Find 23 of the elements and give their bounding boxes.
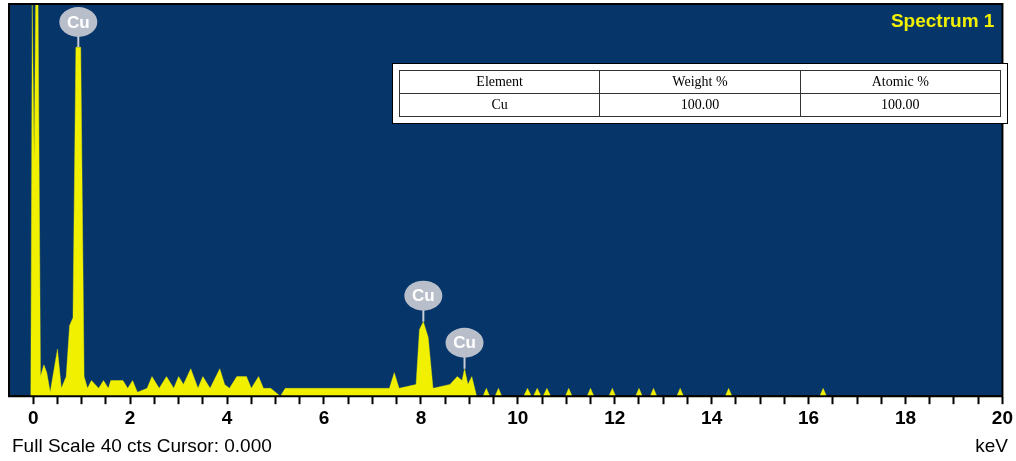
chart-title: Spectrum 1: [890, 9, 995, 31]
annotation: Weight %: [599, 70, 801, 94]
x-tick-label: 14: [701, 406, 723, 428]
x-tick-label: 2: [124, 406, 136, 428]
text: Full Scale 40 cts Cursor: 0.000: [12, 435, 272, 457]
x-tick-label: 18: [894, 406, 917, 428]
x-axis-title: keV: [975, 435, 1008, 457]
x-tick-label: 8: [415, 406, 427, 428]
x-tick-label: 10: [507, 406, 529, 428]
x-tick-label: 4: [221, 406, 233, 428]
x-tick-label: 12: [604, 406, 626, 428]
x-tick-label: 20: [991, 406, 1013, 428]
x-tick-label: 16: [798, 406, 820, 428]
x-tick-label: 0: [27, 406, 39, 428]
annotation: Atomic %: [800, 70, 1001, 94]
annotation: Cu: [399, 93, 600, 117]
annotation: Cu: [453, 333, 476, 353]
annotation: Cu: [412, 286, 435, 306]
annotation: Cu: [66, 12, 90, 32]
x-tick-label: 6: [318, 406, 330, 428]
annotation: Element: [399, 70, 600, 94]
annotation: 100.00: [800, 93, 1001, 117]
annotation: 100.00: [599, 93, 801, 117]
